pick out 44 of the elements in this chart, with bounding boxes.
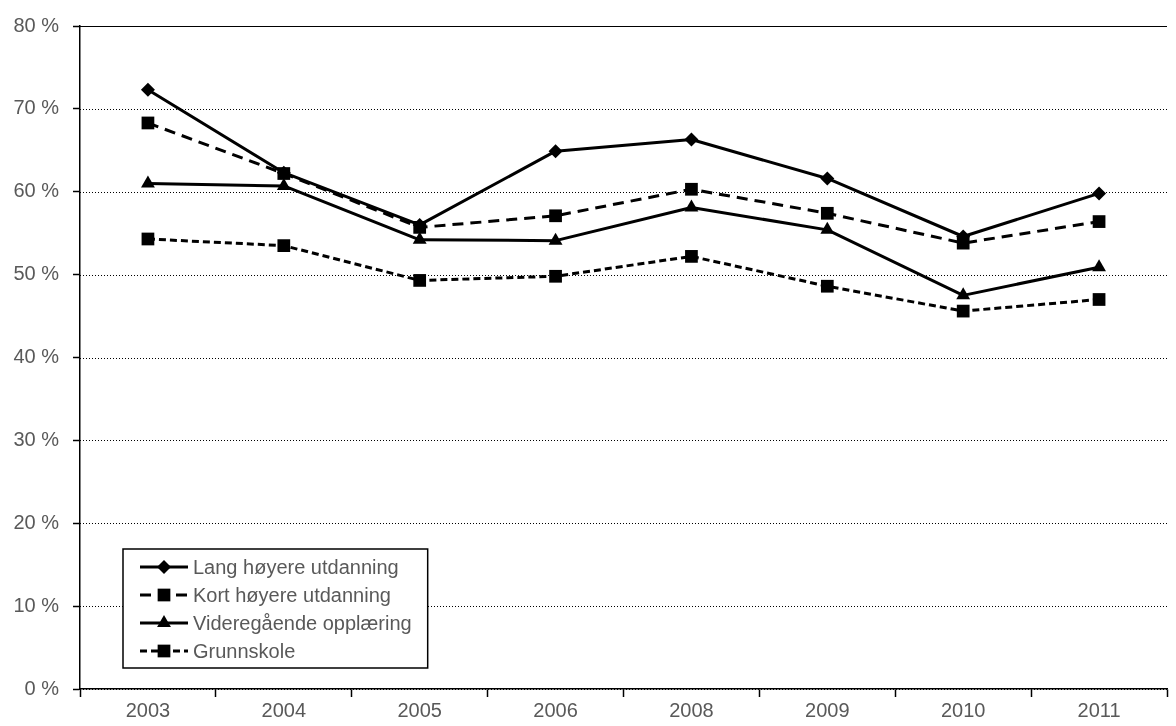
legend-label: Lang høyere utdanning (193, 555, 399, 578)
y-tick-label: 30 % (13, 427, 60, 450)
x-tick-label: 2005 (397, 698, 442, 721)
x-tick-label: 2011 (1077, 698, 1121, 721)
point (685, 182, 698, 196)
point (820, 171, 835, 186)
point (1092, 186, 1107, 201)
point (1092, 215, 1106, 228)
x-tick-label: 2006 (533, 698, 578, 721)
x-tick-label: 2010 (940, 698, 986, 721)
x-tick-label: 2008 (669, 698, 714, 721)
point (413, 274, 427, 287)
point (548, 232, 563, 245)
point (685, 250, 698, 263)
point (1092, 293, 1106, 306)
point (820, 221, 835, 234)
x-tick-label: 2009 (805, 698, 850, 721)
point (141, 175, 155, 188)
point (684, 132, 699, 147)
y-tick-label: 40 % (13, 345, 60, 368)
y-tick-label: 10 % (13, 593, 60, 616)
point (684, 199, 699, 212)
y-tick-label: 0 % (24, 676, 60, 699)
point (140, 82, 155, 97)
y-tick-label: 80 % (13, 13, 60, 36)
x-tick-label: 2003 (125, 698, 171, 721)
point (549, 209, 562, 223)
point (549, 269, 562, 283)
point (820, 279, 834, 293)
legend-label: Grunnskole (193, 639, 296, 662)
point (548, 144, 563, 159)
legend-label: Kort høyere utdanning (193, 583, 391, 606)
point (956, 304, 970, 318)
y-tick-label: 20 % (13, 510, 60, 533)
y-tick-label: 60 % (13, 179, 60, 202)
point (820, 206, 834, 220)
legend-label: Videregående opplæring (193, 611, 412, 634)
y-tick-label: 50 % (13, 262, 60, 285)
point (956, 287, 971, 300)
point (1092, 259, 1106, 272)
point (277, 239, 291, 252)
y-tick-label: 70 % (13, 96, 60, 119)
x-tick-label: 2004 (261, 698, 307, 721)
point (412, 231, 427, 244)
